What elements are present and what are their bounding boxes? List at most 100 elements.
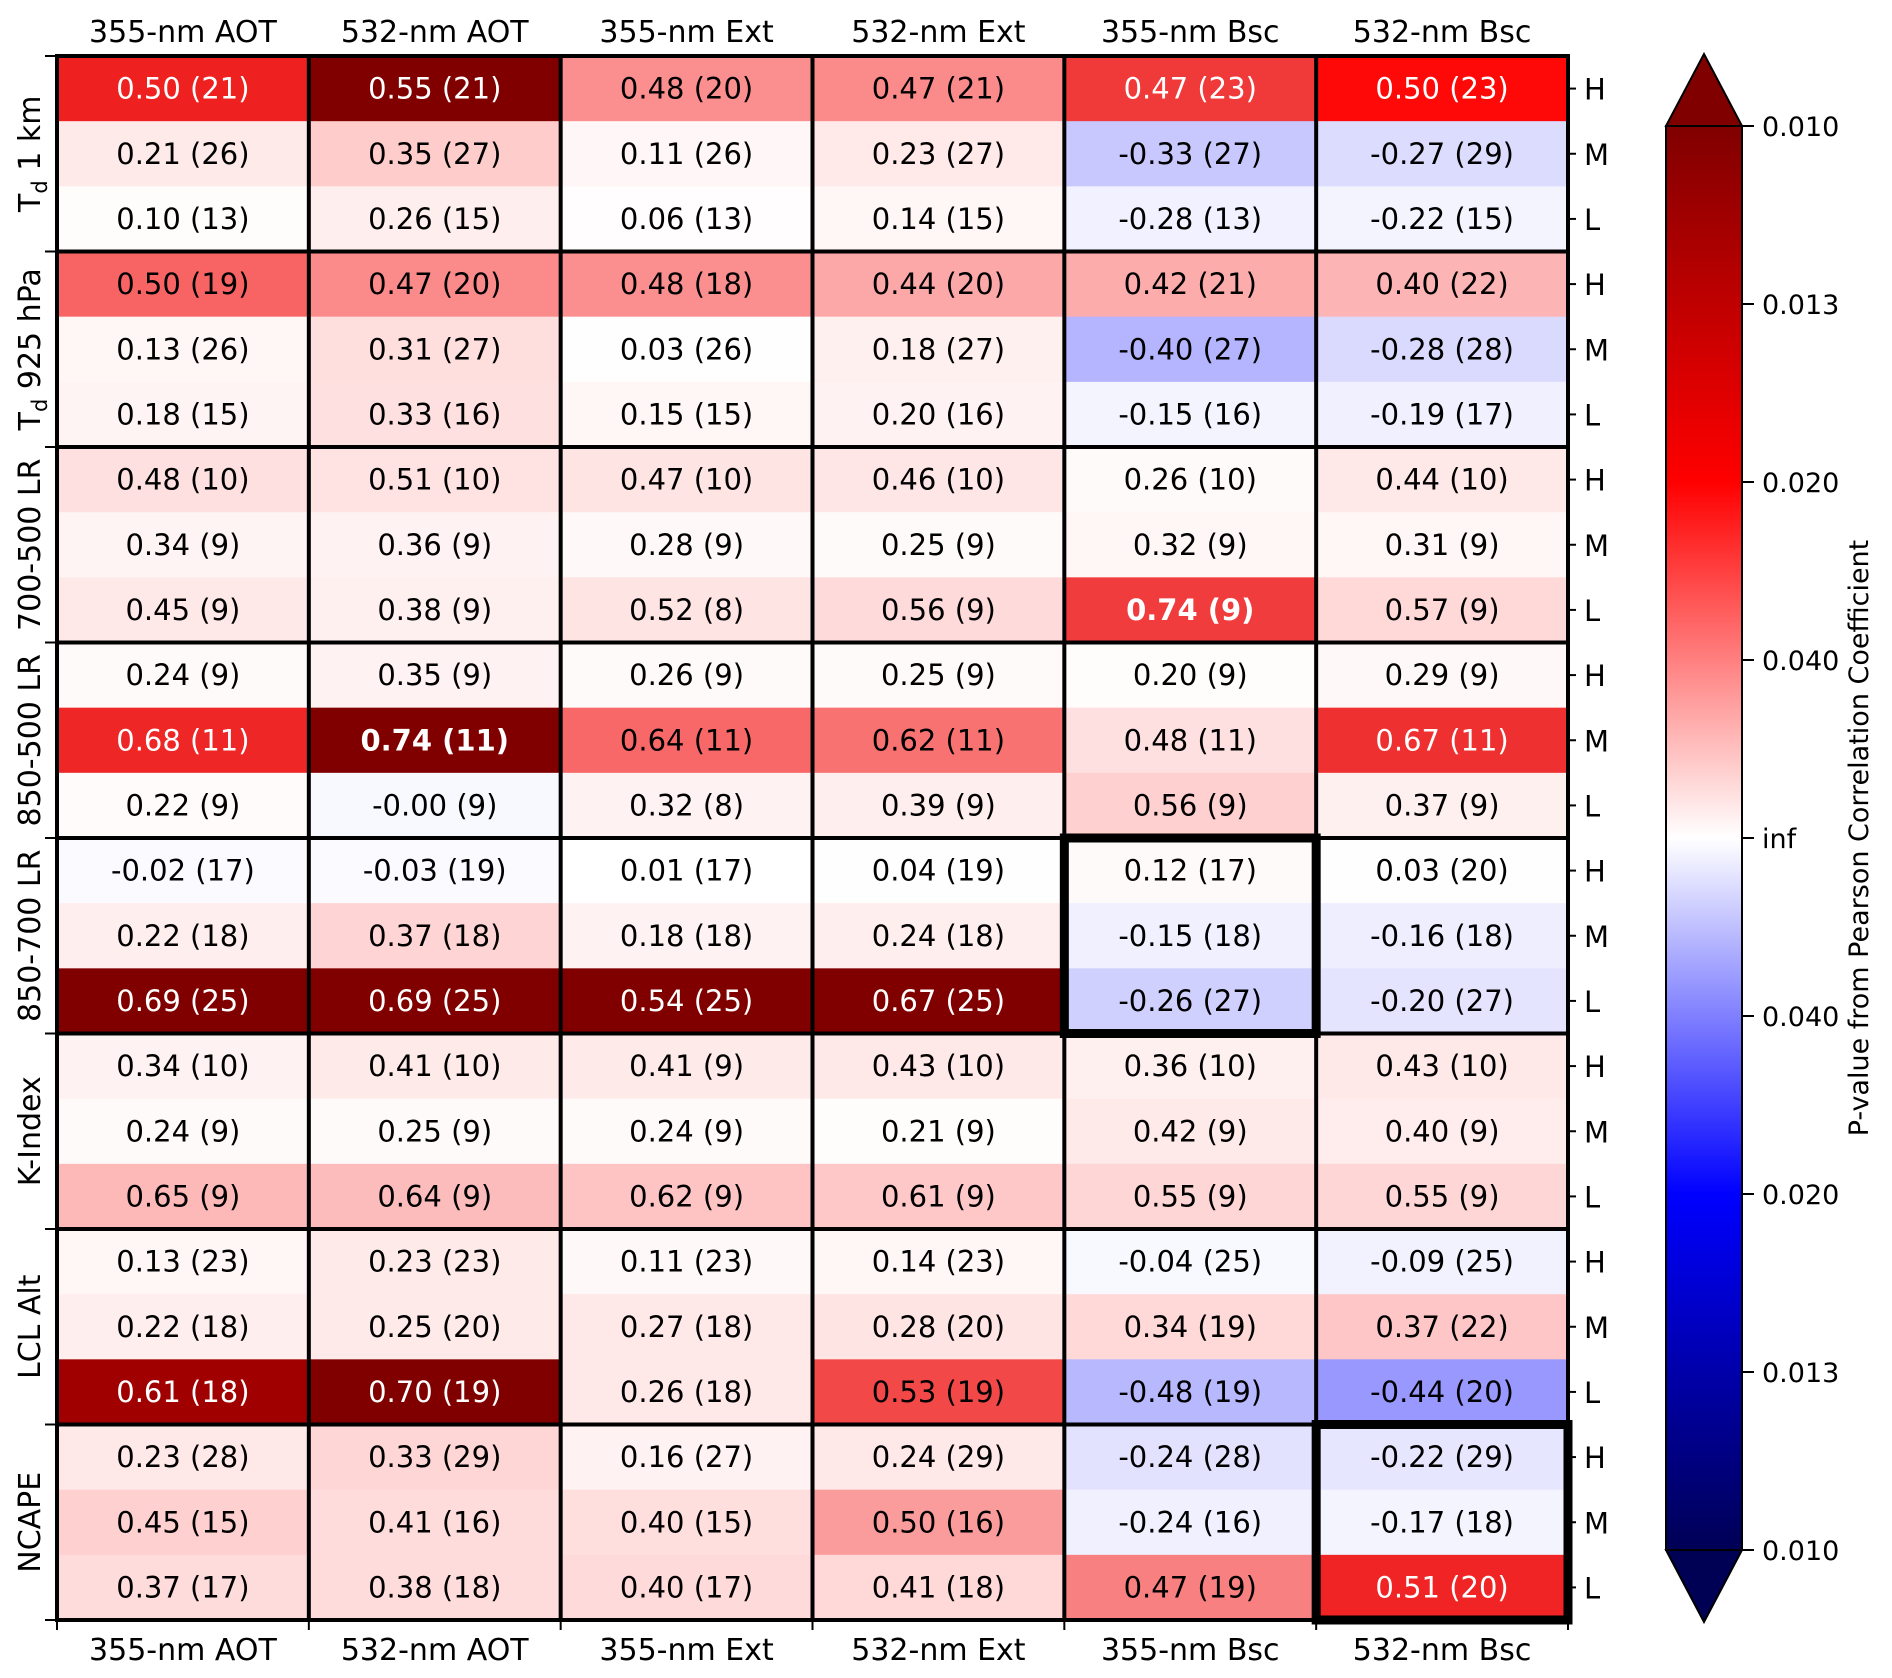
heatmap-cell (57, 1033, 310, 1100)
heatmap-cell (1316, 1489, 1569, 1556)
heatmap-cell (560, 1489, 813, 1556)
heatmap-cell (308, 772, 562, 839)
heatmap-cell (57, 1554, 310, 1621)
heatmap-cell (308, 577, 562, 643)
heatmap-cell (812, 1033, 1065, 1100)
heatmap-cell (560, 1033, 813, 1100)
cell-value: 0.50 (16) (872, 1505, 1005, 1539)
cell-value: 0.67 (11) (1375, 723, 1508, 757)
heatmap-cell (308, 251, 562, 318)
cell-value: -0.04 (25) (1118, 1245, 1262, 1279)
heatmap-cell (57, 56, 310, 122)
cell-value: 0.25 (20) (368, 1310, 501, 1344)
heatmap-cell (57, 447, 310, 513)
cell-value: 0.52 (8) (629, 593, 744, 627)
row-group-label: K-Index (13, 1076, 48, 1186)
cell-value: 0.24 (9) (629, 1114, 744, 1148)
cell-value: 0.47 (23) (1124, 72, 1257, 106)
row-group-label: Td 1 km (13, 96, 52, 213)
heatmap-cell (57, 968, 310, 1034)
cell-value: -0.16 (18) (1370, 919, 1514, 953)
cell-value: 0.69 (25) (116, 984, 249, 1018)
cell-value: 0.41 (10) (368, 1049, 501, 1083)
cell-value: 0.31 (27) (368, 332, 501, 366)
level-label: L (1584, 594, 1600, 628)
cell-value: 0.64 (9) (377, 1179, 492, 1213)
heatmap-cell (57, 903, 310, 969)
heatmap-cell (308, 1359, 562, 1425)
cell-value: 0.35 (27) (368, 137, 501, 171)
cell-value: 0.22 (9) (125, 788, 240, 822)
heatmap-cell (308, 186, 562, 252)
heatmap-cell (57, 316, 310, 383)
column-label-bottom: 532-nm Bsc (1353, 1633, 1532, 1668)
top-column-labels: 355-nm AOT 532-nm AOT 355-nm Ext 532-nm Ext… (89, 15, 1531, 50)
heatmap-cell (560, 838, 813, 904)
cell-value: 0.37 (18) (368, 919, 501, 953)
heatmap-cell (1316, 1163, 1569, 1230)
heatmap-cell (1064, 772, 1317, 839)
cell-value: 0.25 (9) (881, 528, 996, 562)
heatmap-cell (1316, 838, 1569, 904)
cell-value: 0.51 (20) (1375, 1570, 1508, 1604)
heatmap-cell (560, 903, 813, 969)
heatmap-cell (1316, 1359, 1569, 1425)
heatmap-cell (560, 56, 813, 122)
cell-value: 0.47 (19) (1124, 1570, 1257, 1604)
heatmap-cell (560, 1359, 813, 1425)
heatmap-cell (57, 251, 310, 318)
column-label-bottom: 532-nm Ext (851, 1633, 1026, 1668)
cell-value: 0.38 (18) (368, 1570, 501, 1604)
heatmap-cell (1064, 1163, 1317, 1230)
level-label: H (1584, 1441, 1606, 1475)
level-label: M (1584, 138, 1609, 172)
cell-value: 0.42 (21) (1124, 267, 1257, 301)
heatmap-cells: 0.50 (21) 0.55 (21) 0.48 (20) 0.47 (21) 0.47… (57, 56, 1569, 1621)
cell-value: -0.40 (27) (1118, 332, 1262, 366)
colorbar-tick-label: 0.010 (1762, 1536, 1839, 1567)
cell-value: 0.53 (19) (872, 1375, 1005, 1409)
cell-value: -0.22 (15) (1370, 202, 1514, 236)
cell-value: 0.48 (11) (1124, 723, 1257, 757)
cell-value: -0.48 (19) (1118, 1375, 1262, 1409)
cell-value: 0.74 (9) (1126, 593, 1254, 627)
column-label-bottom: 532-nm AOT (341, 1633, 529, 1668)
cell-value: -0.24 (28) (1118, 1440, 1262, 1474)
column-label-top: 355-nm AOT (89, 15, 277, 50)
colorbar-tick-label: 0.013 (1762, 1358, 1839, 1389)
heatmap-cell (812, 381, 1065, 448)
level-label: H (1584, 855, 1606, 889)
column-label-bottom: 355-nm Bsc (1101, 1633, 1280, 1668)
heatmap-cell (560, 512, 813, 578)
heatmap-cell (1316, 316, 1569, 383)
highlight-box (1059, 833, 1321, 1038)
cell-value: 0.50 (21) (116, 72, 249, 106)
heatmap-cell (57, 838, 310, 904)
column-label-top: 532-nm Ext (851, 15, 1026, 50)
colorbar: 0.010 0.013 0.020 0.040 inf 0.040 0.020 0.013 0.… (1664, 51, 1875, 1625)
cell-value: -0.19 (17) (1370, 397, 1514, 431)
cell-value: 0.14 (15) (872, 202, 1005, 236)
heatmap-cell (560, 772, 813, 839)
colorbar-tick-label: 0.010 (1762, 112, 1839, 143)
level-label: H (1584, 73, 1606, 107)
heatmap-cell (1064, 1489, 1317, 1556)
heatmap-cell (57, 1098, 310, 1165)
heatmap-cell (1316, 968, 1569, 1034)
cell-value: 0.22 (18) (116, 919, 249, 953)
heatmap-cell (57, 121, 310, 187)
heatmap-cell (1064, 1098, 1317, 1165)
cell-value: 0.18 (27) (872, 332, 1005, 366)
cell-value: -0.15 (16) (1118, 397, 1262, 431)
column-label-bottom: 355-nm Ext (599, 1633, 774, 1668)
heatmap-cell (812, 772, 1065, 839)
cell-value: 0.41 (16) (368, 1505, 501, 1539)
heatmap-cell (308, 447, 562, 513)
cell-value: 0.37 (17) (116, 1570, 249, 1604)
heatmap-cell (308, 838, 562, 904)
heatmap-cell (1064, 577, 1317, 643)
heatmap-cell (1064, 903, 1317, 969)
heatmap-cell (1316, 903, 1569, 969)
row-group-label: 700-500 LR (13, 459, 48, 631)
heatmap-cell (1316, 1294, 1569, 1360)
